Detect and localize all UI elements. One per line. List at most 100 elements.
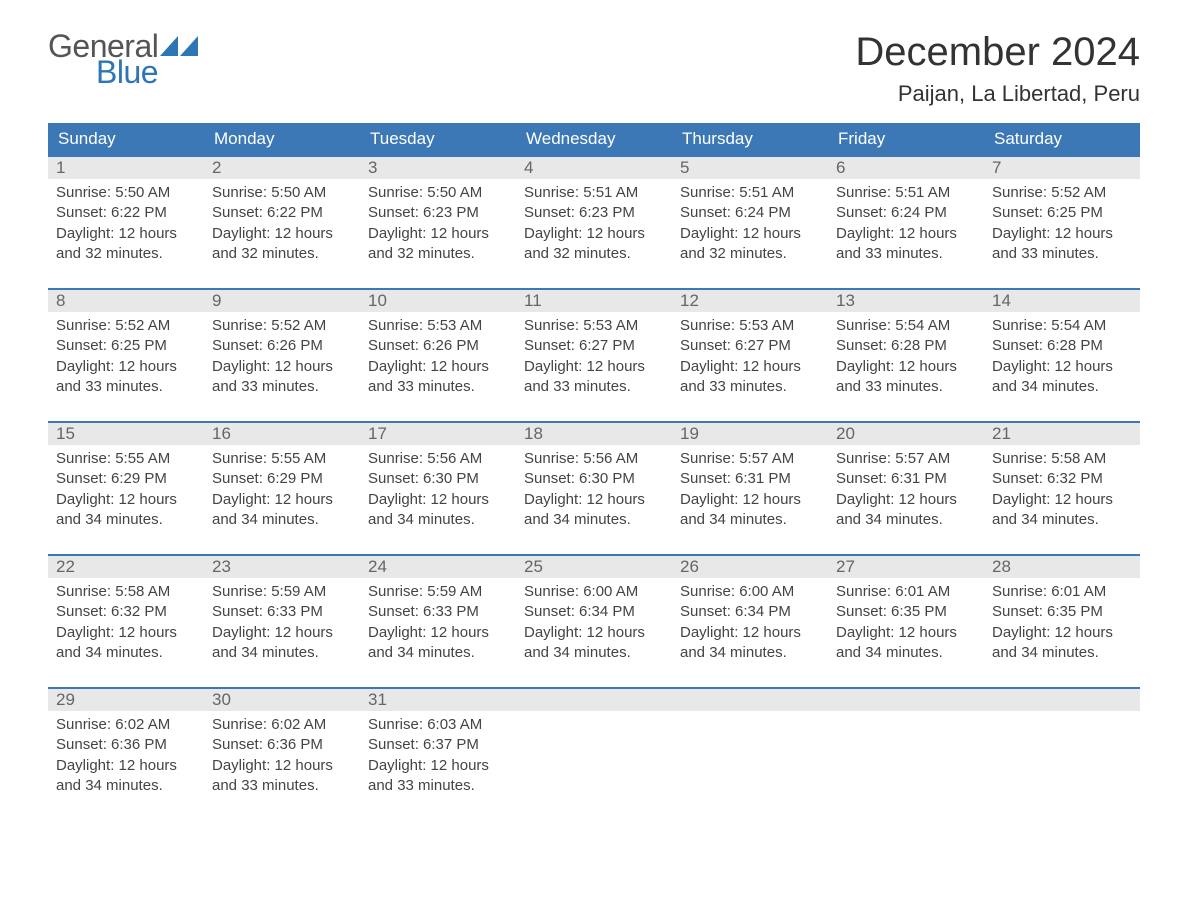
day-body: Sunrise: 5:51 AMSunset: 6:24 PMDaylight:…	[672, 179, 828, 270]
day-number-empty	[984, 689, 1140, 711]
day-number-empty	[828, 689, 984, 711]
day-number: 2	[204, 157, 360, 179]
day-body: Sunrise: 5:57 AMSunset: 6:31 PMDaylight:…	[828, 445, 984, 536]
day-number: 17	[360, 423, 516, 445]
day-cell: 2Sunrise: 5:50 AMSunset: 6:22 PMDaylight…	[204, 157, 360, 270]
day-number: 12	[672, 290, 828, 312]
day-number: 5	[672, 157, 828, 179]
day-number: 21	[984, 423, 1140, 445]
day-number: 26	[672, 556, 828, 578]
day-cell: 17Sunrise: 5:56 AMSunset: 6:30 PMDayligh…	[360, 423, 516, 536]
day-body: Sunrise: 6:00 AMSunset: 6:34 PMDaylight:…	[516, 578, 672, 669]
day-number: 7	[984, 157, 1140, 179]
day-cell: 7Sunrise: 5:52 AMSunset: 6:25 PMDaylight…	[984, 157, 1140, 270]
day-body: Sunrise: 5:54 AMSunset: 6:28 PMDaylight:…	[984, 312, 1140, 403]
day-body: Sunrise: 5:53 AMSunset: 6:26 PMDaylight:…	[360, 312, 516, 403]
day-body: Sunrise: 6:02 AMSunset: 6:36 PMDaylight:…	[204, 711, 360, 802]
day-body: Sunrise: 5:54 AMSunset: 6:28 PMDaylight:…	[828, 312, 984, 403]
day-cell: 25Sunrise: 6:00 AMSunset: 6:34 PMDayligh…	[516, 556, 672, 669]
day-body: Sunrise: 5:51 AMSunset: 6:24 PMDaylight:…	[828, 179, 984, 270]
title-block: December 2024 Paijan, La Libertad, Peru	[855, 30, 1140, 107]
dow-cell: Sunday	[48, 123, 204, 155]
day-number: 10	[360, 290, 516, 312]
day-number-empty	[672, 689, 828, 711]
day-body: Sunrise: 5:52 AMSunset: 6:25 PMDaylight:…	[984, 179, 1140, 270]
day-body: Sunrise: 5:56 AMSunset: 6:30 PMDaylight:…	[360, 445, 516, 536]
week-row: 29Sunrise: 6:02 AMSunset: 6:36 PMDayligh…	[48, 687, 1140, 802]
day-body: Sunrise: 6:00 AMSunset: 6:34 PMDaylight:…	[672, 578, 828, 669]
day-body: Sunrise: 5:55 AMSunset: 6:29 PMDaylight:…	[204, 445, 360, 536]
day-number: 22	[48, 556, 204, 578]
day-body: Sunrise: 5:53 AMSunset: 6:27 PMDaylight:…	[672, 312, 828, 403]
dow-cell: Tuesday	[360, 123, 516, 155]
day-number: 6	[828, 157, 984, 179]
day-number: 8	[48, 290, 204, 312]
day-cell: 4Sunrise: 5:51 AMSunset: 6:23 PMDaylight…	[516, 157, 672, 270]
day-cell: 28Sunrise: 6:01 AMSunset: 6:35 PMDayligh…	[984, 556, 1140, 669]
day-number: 20	[828, 423, 984, 445]
day-body: Sunrise: 5:59 AMSunset: 6:33 PMDaylight:…	[204, 578, 360, 669]
day-cell: 26Sunrise: 6:00 AMSunset: 6:34 PMDayligh…	[672, 556, 828, 669]
day-number: 18	[516, 423, 672, 445]
day-cell: 22Sunrise: 5:58 AMSunset: 6:32 PMDayligh…	[48, 556, 204, 669]
day-body: Sunrise: 5:51 AMSunset: 6:23 PMDaylight:…	[516, 179, 672, 270]
day-body: Sunrise: 5:53 AMSunset: 6:27 PMDaylight:…	[516, 312, 672, 403]
day-number: 31	[360, 689, 516, 711]
day-cell: 19Sunrise: 5:57 AMSunset: 6:31 PMDayligh…	[672, 423, 828, 536]
day-body: Sunrise: 5:59 AMSunset: 6:33 PMDaylight:…	[360, 578, 516, 669]
day-number: 29	[48, 689, 204, 711]
day-cell: 3Sunrise: 5:50 AMSunset: 6:23 PMDaylight…	[360, 157, 516, 270]
day-body: Sunrise: 5:58 AMSunset: 6:32 PMDaylight:…	[984, 445, 1140, 536]
day-cell: 16Sunrise: 5:55 AMSunset: 6:29 PMDayligh…	[204, 423, 360, 536]
day-number: 1	[48, 157, 204, 179]
day-cell	[516, 689, 672, 802]
day-cell: 5Sunrise: 5:51 AMSunset: 6:24 PMDaylight…	[672, 157, 828, 270]
day-body: Sunrise: 5:50 AMSunset: 6:23 PMDaylight:…	[360, 179, 516, 270]
day-number: 16	[204, 423, 360, 445]
day-cell: 29Sunrise: 6:02 AMSunset: 6:36 PMDayligh…	[48, 689, 204, 802]
day-cell	[828, 689, 984, 802]
day-cell: 13Sunrise: 5:54 AMSunset: 6:28 PMDayligh…	[828, 290, 984, 403]
day-number: 11	[516, 290, 672, 312]
day-cell: 1Sunrise: 5:50 AMSunset: 6:22 PMDaylight…	[48, 157, 204, 270]
dow-cell: Thursday	[672, 123, 828, 155]
location: Paijan, La Libertad, Peru	[855, 81, 1140, 107]
day-cell: 8Sunrise: 5:52 AMSunset: 6:25 PMDaylight…	[48, 290, 204, 403]
day-number: 15	[48, 423, 204, 445]
day-cell: 14Sunrise: 5:54 AMSunset: 6:28 PMDayligh…	[984, 290, 1140, 403]
day-number: 23	[204, 556, 360, 578]
dow-cell: Friday	[828, 123, 984, 155]
week-row: 1Sunrise: 5:50 AMSunset: 6:22 PMDaylight…	[48, 155, 1140, 270]
calendar: SundayMondayTuesdayWednesdayThursdayFrid…	[48, 123, 1140, 802]
day-cell	[672, 689, 828, 802]
day-cell: 15Sunrise: 5:55 AMSunset: 6:29 PMDayligh…	[48, 423, 204, 536]
day-cell: 9Sunrise: 5:52 AMSunset: 6:26 PMDaylight…	[204, 290, 360, 403]
day-body: Sunrise: 5:58 AMSunset: 6:32 PMDaylight:…	[48, 578, 204, 669]
day-cell: 10Sunrise: 5:53 AMSunset: 6:26 PMDayligh…	[360, 290, 516, 403]
day-body: Sunrise: 6:01 AMSunset: 6:35 PMDaylight:…	[984, 578, 1140, 669]
day-cell: 20Sunrise: 5:57 AMSunset: 6:31 PMDayligh…	[828, 423, 984, 536]
day-cell: 18Sunrise: 5:56 AMSunset: 6:30 PMDayligh…	[516, 423, 672, 536]
week-row: 22Sunrise: 5:58 AMSunset: 6:32 PMDayligh…	[48, 554, 1140, 669]
day-body: Sunrise: 5:50 AMSunset: 6:22 PMDaylight:…	[204, 179, 360, 270]
day-number: 13	[828, 290, 984, 312]
day-cell: 24Sunrise: 5:59 AMSunset: 6:33 PMDayligh…	[360, 556, 516, 669]
day-body: Sunrise: 6:03 AMSunset: 6:37 PMDaylight:…	[360, 711, 516, 802]
day-cell: 31Sunrise: 6:03 AMSunset: 6:37 PMDayligh…	[360, 689, 516, 802]
week-row: 8Sunrise: 5:52 AMSunset: 6:25 PMDaylight…	[48, 288, 1140, 403]
day-number: 30	[204, 689, 360, 711]
day-number: 24	[360, 556, 516, 578]
dow-cell: Saturday	[984, 123, 1140, 155]
day-number: 4	[516, 157, 672, 179]
day-cell: 12Sunrise: 5:53 AMSunset: 6:27 PMDayligh…	[672, 290, 828, 403]
dow-cell: Wednesday	[516, 123, 672, 155]
day-cell	[984, 689, 1140, 802]
header: General Blue December 2024 Paijan, La Li…	[48, 30, 1140, 107]
day-cell: 11Sunrise: 5:53 AMSunset: 6:27 PMDayligh…	[516, 290, 672, 403]
day-body: Sunrise: 6:02 AMSunset: 6:36 PMDaylight:…	[48, 711, 204, 802]
day-body: Sunrise: 5:57 AMSunset: 6:31 PMDaylight:…	[672, 445, 828, 536]
day-body: Sunrise: 5:55 AMSunset: 6:29 PMDaylight:…	[48, 445, 204, 536]
day-number: 19	[672, 423, 828, 445]
day-number: 3	[360, 157, 516, 179]
flag-icon	[160, 36, 198, 56]
